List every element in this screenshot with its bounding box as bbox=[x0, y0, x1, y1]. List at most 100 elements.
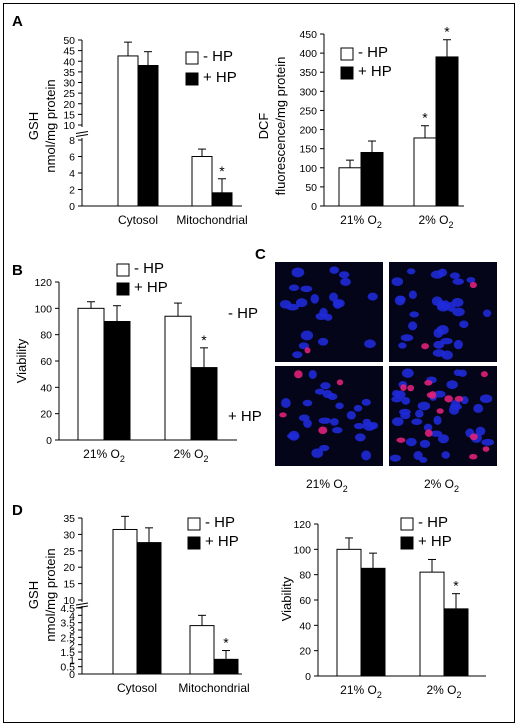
figure-frame bbox=[3, 3, 515, 723]
cell-nucleus bbox=[311, 448, 324, 459]
cell-nucleus bbox=[394, 295, 406, 306]
bar bbox=[443, 608, 469, 677]
y-tick-label: 4.5 bbox=[60, 603, 75, 615]
y-tick-label: 2.5 bbox=[60, 632, 75, 644]
y-tick-label: 15 bbox=[63, 109, 75, 121]
x-category-label: Mitochondrial bbox=[176, 213, 247, 227]
cell-nucleus bbox=[483, 309, 492, 318]
bar bbox=[435, 56, 459, 207]
cell-apoptotic bbox=[304, 347, 311, 354]
y-axis-label: DCF bbox=[256, 113, 271, 140]
cell-nucleus bbox=[335, 402, 344, 410]
legend-swatch-plus-hp bbox=[340, 66, 354, 80]
y-tick-label: 50 bbox=[305, 182, 317, 194]
cell-nucleus bbox=[452, 278, 464, 285]
bar bbox=[360, 151, 384, 207]
y-tick-label: 25 bbox=[63, 546, 75, 558]
x-category-text: Cytosol bbox=[118, 213, 158, 227]
bar bbox=[211, 192, 233, 207]
y-tick-label: 10 bbox=[63, 120, 75, 132]
cell-nucleus bbox=[399, 408, 411, 416]
cell-nucleus bbox=[338, 271, 350, 279]
panel-label-b: B bbox=[12, 262, 23, 279]
legend-swatch-minus-hp bbox=[185, 51, 199, 65]
y-axis-label: GSH bbox=[26, 112, 41, 140]
bar bbox=[336, 548, 362, 677]
bar bbox=[419, 571, 445, 677]
cell-nucleus bbox=[367, 292, 378, 301]
bar bbox=[117, 55, 139, 207]
y-tick-label: 60 bbox=[299, 595, 311, 607]
cell-nucleus bbox=[330, 418, 339, 426]
bar bbox=[360, 567, 386, 677]
cell-nucleus bbox=[479, 394, 493, 404]
x-category-text: Mitochondrial bbox=[176, 213, 247, 227]
x-category-subscript: 2 bbox=[449, 220, 454, 230]
row-label-minus-hp: - HP bbox=[228, 305, 258, 322]
y-axis-label-units: nmol/mg protein bbox=[43, 79, 58, 172]
x-category-text: Mitochondrial bbox=[178, 681, 249, 695]
cell-nucleus bbox=[298, 414, 310, 422]
cell-nucleus bbox=[400, 334, 414, 342]
x-category-label: 21% O2 bbox=[83, 447, 125, 464]
y-tick-label: 80 bbox=[299, 570, 311, 582]
cell-nucleus bbox=[401, 368, 414, 378]
cell-nucleus bbox=[310, 293, 319, 304]
cell-nucleus bbox=[466, 277, 476, 284]
cell-nucleus bbox=[288, 284, 300, 291]
y-tick-label: 0.5 bbox=[60, 662, 75, 674]
cell-apoptotic bbox=[436, 408, 444, 414]
col-label-2-text: 2% O bbox=[424, 477, 454, 491]
y-tick-label: 300 bbox=[299, 86, 317, 98]
cell-nucleus bbox=[408, 290, 417, 299]
legend-swatch-minus-hp bbox=[340, 47, 354, 61]
legend-swatch-plus-hp bbox=[185, 72, 199, 86]
x-category-text: 2% O bbox=[426, 683, 456, 697]
micrograph-21-plus-hp bbox=[275, 366, 383, 466]
cell-nucleus bbox=[315, 312, 327, 320]
cell-nucleus bbox=[405, 437, 417, 447]
cell-nucleus bbox=[329, 292, 338, 302]
cell-nucleus bbox=[318, 337, 329, 346]
cell-apoptotic bbox=[424, 380, 433, 386]
y-tick-label: 30 bbox=[63, 78, 75, 90]
x-category-text: 21% O bbox=[340, 683, 377, 697]
cell-nucleus bbox=[451, 297, 464, 308]
y-tick-label: 8 bbox=[69, 135, 75, 147]
bar bbox=[137, 65, 159, 207]
cell-apoptotic bbox=[426, 392, 434, 398]
cell-apoptotic bbox=[336, 379, 344, 386]
cell-apoptotic bbox=[396, 437, 406, 443]
x-category-label: 21% O2 bbox=[340, 683, 382, 700]
significance-marker: * bbox=[422, 110, 428, 126]
bar bbox=[213, 658, 239, 675]
legend-label-plus-hp: + HP bbox=[134, 279, 168, 296]
significance-marker: * bbox=[453, 578, 459, 594]
cell-nucleus bbox=[353, 422, 365, 430]
col-label-2-sub: 2 bbox=[454, 484, 459, 494]
cell-nucleus bbox=[391, 277, 404, 286]
legend-label-plus-hp: + HP bbox=[203, 69, 237, 86]
col-label-21-text: 21% O bbox=[306, 477, 343, 491]
cell-nucleus bbox=[452, 307, 465, 317]
cell-nucleus bbox=[430, 430, 443, 437]
cell-nucleus bbox=[449, 403, 462, 411]
y-tick-label: 120 bbox=[293, 519, 311, 531]
y-tick-label: 6 bbox=[69, 152, 75, 164]
bar bbox=[413, 137, 437, 207]
bar bbox=[77, 307, 105, 441]
cell-nucleus bbox=[440, 337, 453, 345]
cell-nucleus bbox=[441, 350, 453, 360]
y-tick-label: 150 bbox=[299, 144, 317, 156]
legend-swatch-plus-hp bbox=[187, 536, 201, 550]
cell-nucleus bbox=[295, 298, 308, 308]
cell-nucleus bbox=[413, 451, 423, 460]
y-axis-label: GSH bbox=[26, 581, 41, 609]
cell-nucleus bbox=[458, 369, 467, 377]
x-category-subscript: 2 bbox=[377, 690, 382, 700]
x-category-label: Cytosol bbox=[118, 213, 158, 227]
cell-nucleus bbox=[318, 417, 332, 424]
